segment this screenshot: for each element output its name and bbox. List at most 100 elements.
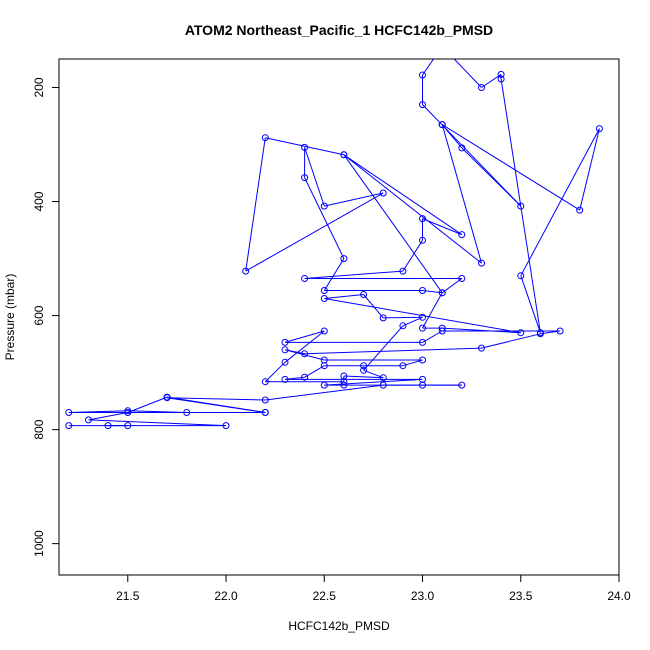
series-line-segment [422, 59, 435, 76]
series-line-segment [363, 325, 404, 371]
data-point [320, 381, 328, 389]
series-line-segment [265, 384, 384, 401]
series-line-segment [520, 128, 600, 276]
x-axis: 21.5 22.0 22.5 23.0 23.5 24.0 [116, 574, 631, 603]
data-point [419, 287, 426, 294]
chart-title: ATOM2 Northeast_Pacific_1 HCFC142b_PMSD [185, 22, 493, 38]
data-point [261, 134, 269, 142]
series-line-segment [441, 124, 580, 211]
series-line-segment [304, 177, 345, 259]
series-line-segment [422, 104, 522, 207]
series-line-segment [264, 361, 286, 383]
series-line-segment [324, 192, 384, 207]
data-point [124, 422, 132, 430]
data-point [595, 125, 603, 133]
data-point [242, 267, 250, 275]
data-point [399, 267, 407, 275]
data-point [320, 327, 328, 335]
x-tick-label: 22.0 [214, 589, 238, 603]
data-point [438, 327, 446, 335]
series-line-segment [579, 128, 600, 211]
data-point [301, 373, 309, 381]
data-point [65, 422, 73, 430]
series-line-segment [88, 412, 128, 421]
data-point [340, 381, 348, 389]
x-tick-label: 22.5 [313, 589, 337, 603]
series-line-segment [304, 365, 325, 378]
series-line-segment [402, 316, 423, 327]
series-line-segment [324, 378, 423, 386]
data-point [261, 409, 269, 416]
series-line-segment [363, 294, 384, 319]
x-tick-label: 24.0 [607, 589, 631, 603]
series-line-segment [323, 258, 345, 291]
data-point [281, 346, 289, 354]
series-line-segment [481, 73, 502, 88]
data-point [281, 375, 289, 383]
series-line-segment [383, 316, 423, 319]
series-line-segment [441, 124, 482, 264]
series-line-segment [422, 292, 443, 329]
data-point [222, 422, 230, 430]
series-line-segment [167, 397, 266, 413]
y-tick-label: 200 [32, 77, 46, 97]
data-point [478, 344, 485, 352]
x-tick-label: 21.5 [116, 589, 140, 603]
x-tick-label: 23.0 [411, 589, 435, 603]
data-point [104, 422, 112, 430]
data-point [419, 324, 426, 332]
data-point [478, 84, 485, 91]
data-point [124, 407, 132, 415]
data-point [419, 375, 426, 383]
data-point [439, 44, 445, 50]
series-line-segment [304, 347, 482, 355]
series-line-segment [265, 137, 345, 156]
data-point [301, 275, 309, 282]
series-line-segment [343, 154, 482, 264]
data-point [517, 272, 525, 280]
data-point [360, 366, 368, 374]
data-point [419, 236, 426, 244]
data-point [301, 350, 309, 358]
data-point [419, 356, 426, 364]
data-point [340, 255, 348, 263]
data-point [576, 206, 584, 214]
data-point [556, 327, 564, 335]
y-tick-label: 600 [32, 305, 46, 325]
data-point [458, 381, 466, 389]
series-line-segment [441, 278, 463, 294]
data-point [419, 71, 426, 79]
data-point [301, 143, 309, 151]
data-point [320, 287, 328, 294]
series-line-segment [422, 330, 443, 343]
series-line-segment [402, 240, 423, 272]
data-point [163, 394, 171, 402]
data-point [438, 324, 446, 332]
series-line-segment [304, 147, 325, 207]
series-line-segment [245, 137, 266, 272]
data-point [360, 362, 368, 370]
data-point [320, 202, 328, 210]
data-point [419, 313, 426, 321]
data-point [517, 329, 525, 337]
data-point [438, 289, 446, 297]
data-point [517, 202, 525, 210]
data-point [281, 338, 289, 346]
data-point [85, 416, 92, 424]
data-point [497, 75, 505, 83]
data-point [536, 329, 544, 337]
series-line-segment [167, 397, 266, 401]
series-line-segment [343, 375, 384, 379]
series-line-segment [520, 275, 541, 333]
series-line-segment [284, 330, 325, 363]
series-line-segment [481, 333, 541, 349]
plot-marks [65, 44, 603, 430]
data-point [301, 174, 309, 182]
y-tick-label: 400 [32, 191, 46, 211]
data-point [65, 409, 73, 416]
data-point [419, 215, 426, 223]
data-point [261, 396, 269, 404]
data-point [379, 374, 387, 382]
series-line-segment [442, 327, 521, 334]
